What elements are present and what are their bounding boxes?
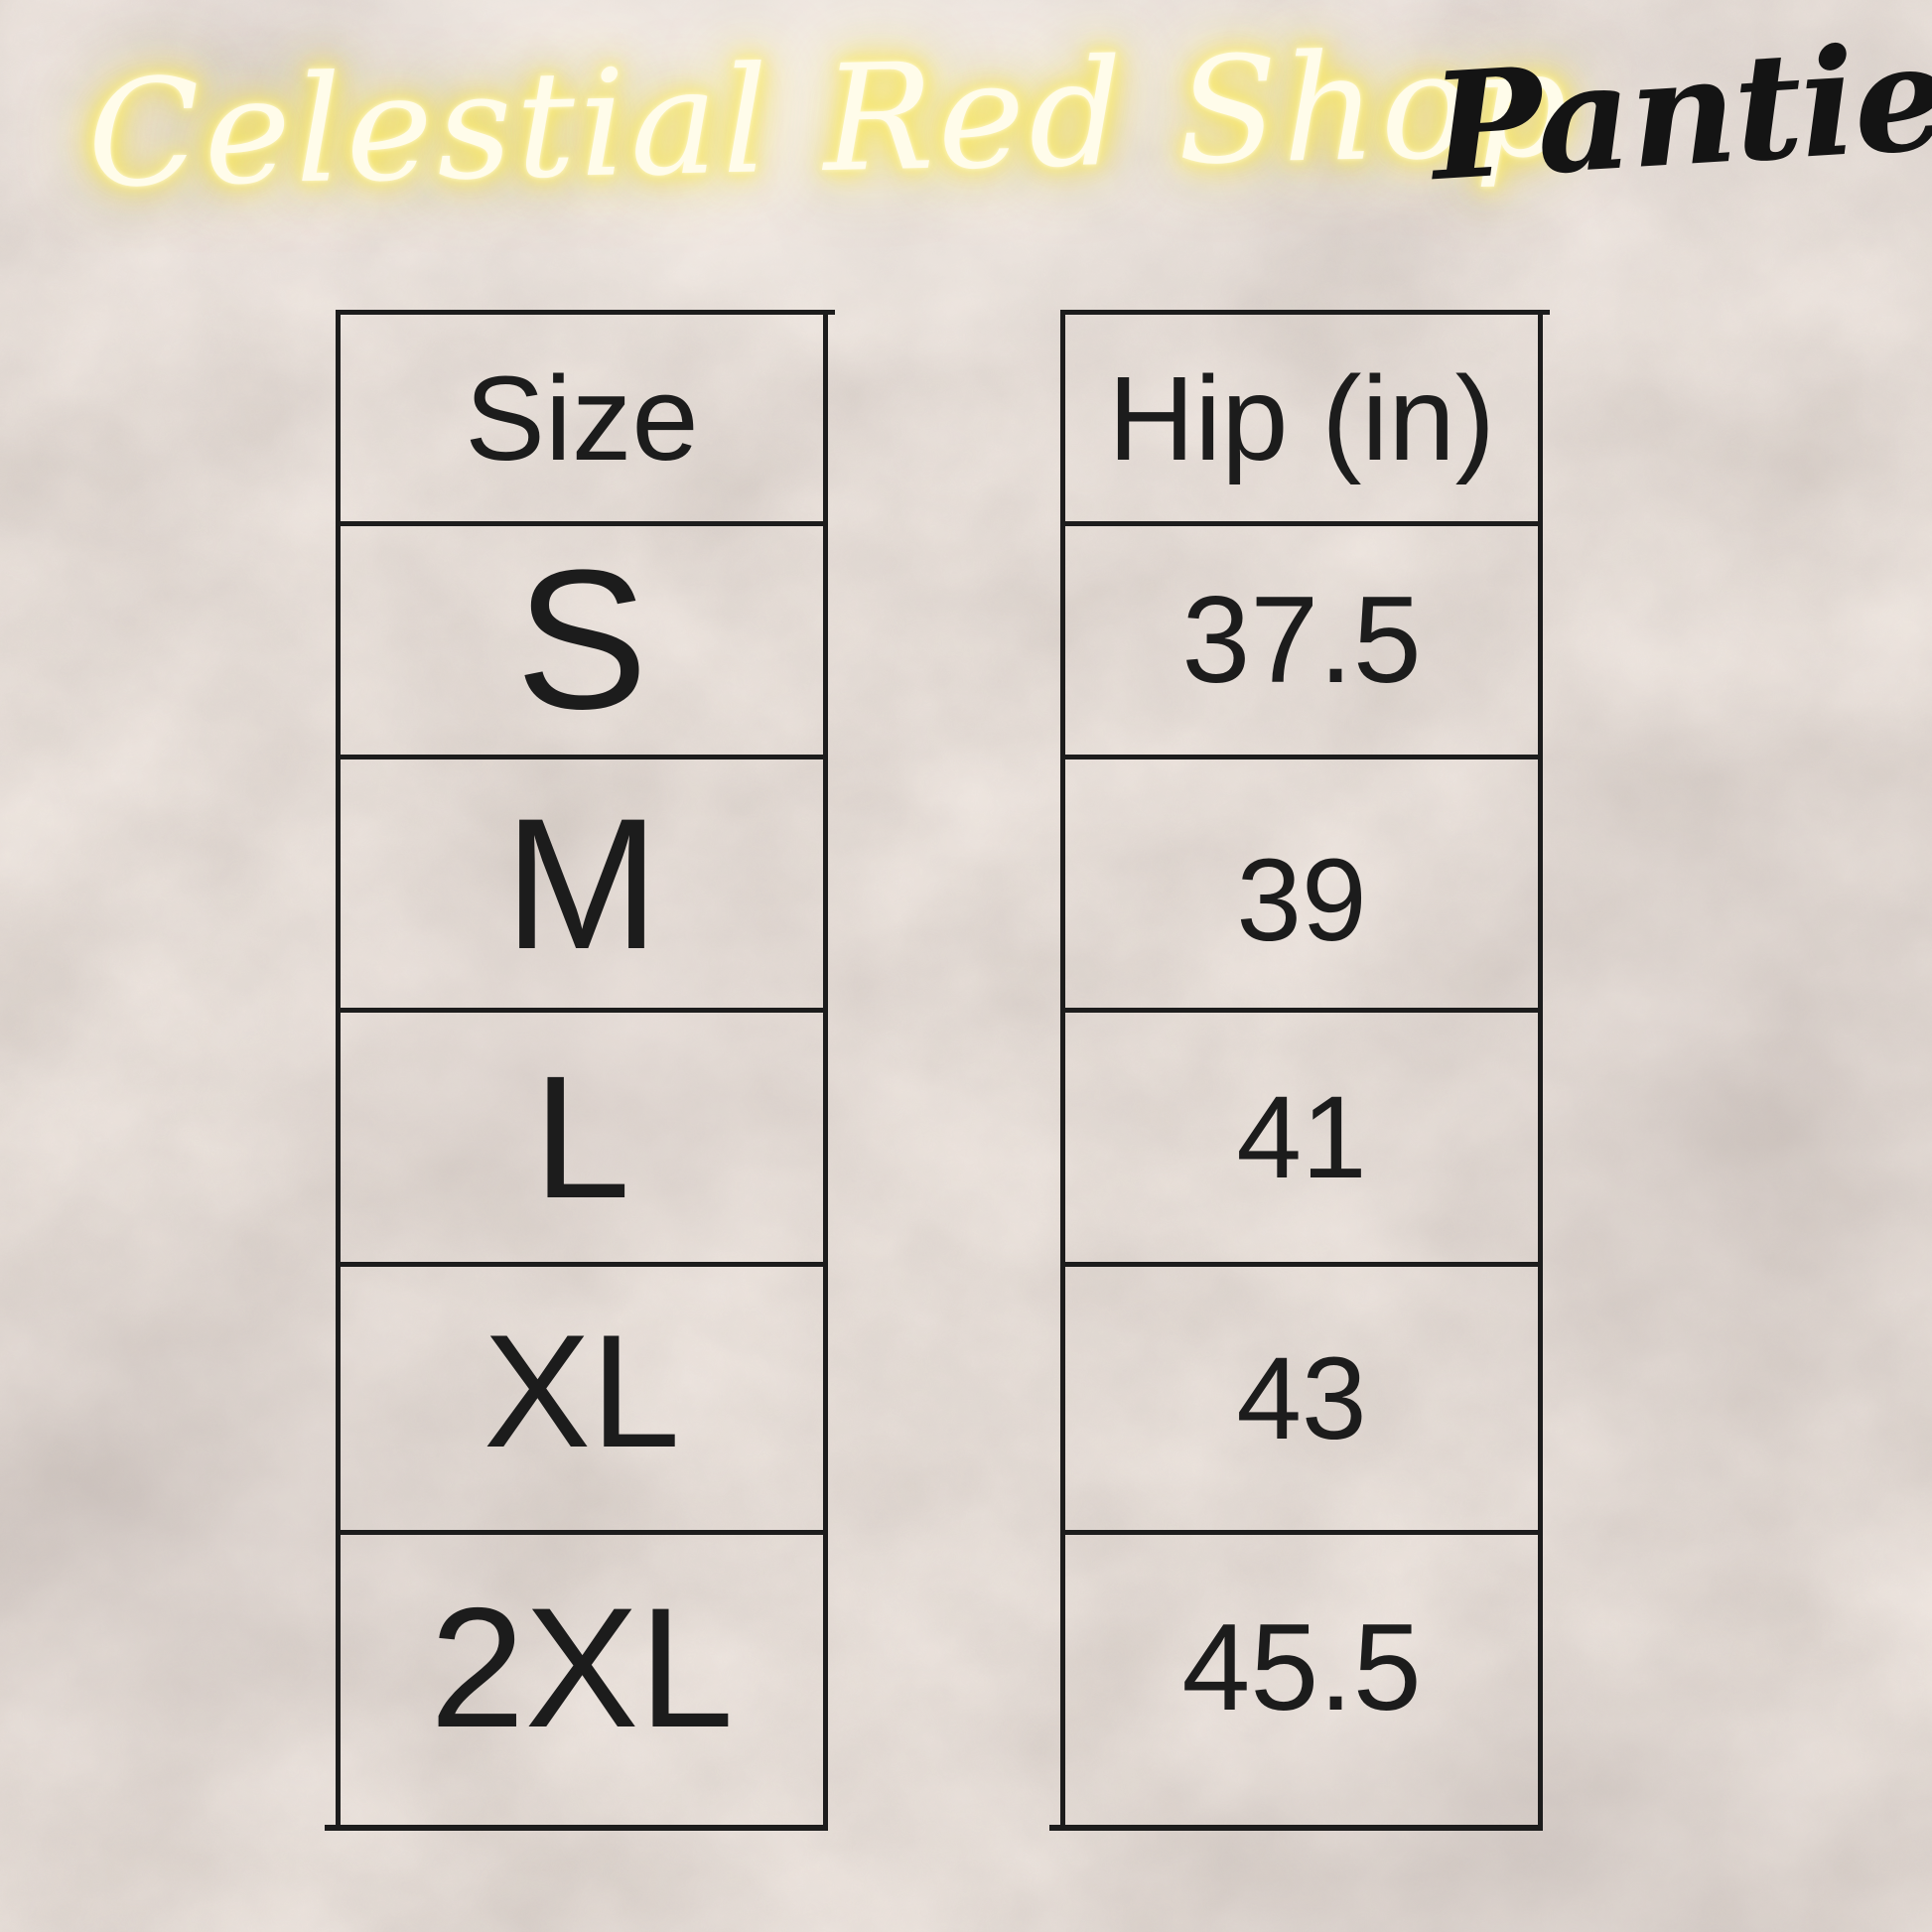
shop-title-neon-script: Celestial Red Shop [85,18,1574,220]
hip-table-header: Hip (in) [1108,350,1495,485]
product-title-script: Panties [1427,4,1932,214]
size-cell: XL [341,1262,823,1530]
hip-cell: 41 [1065,1008,1538,1262]
size-cell: S [341,521,823,755]
size-table: Size S M L XL 2XL [325,310,835,1831]
hip-table: Hip (in) 37.5 39 41 43 45.5 [1049,310,1550,1831]
size-cell: 2XL [341,1530,823,1826]
size-cell: L [341,1008,823,1262]
hip-cell: 43 [1065,1262,1538,1530]
hip-cell: 39 [1065,755,1538,1008]
hip-cell: 45.5 [1065,1530,1538,1826]
hip-cell: 37.5 [1065,521,1538,755]
size-table-header: Size [465,350,699,485]
size-cell: M [341,755,823,1008]
